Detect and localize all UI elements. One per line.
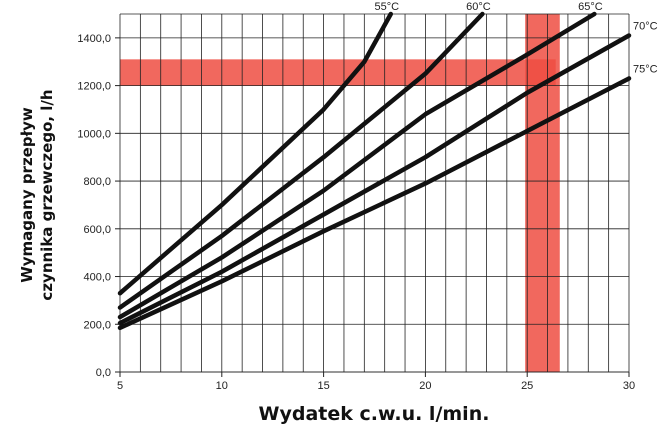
series-label-75: 75°C [633, 63, 658, 75]
y-axis-title: Wymagany przepływ czynnika grzewczego, l… [18, 89, 56, 300]
y-axis-title-line1: Wymagany przepływ [18, 107, 36, 283]
y-tick-label: 0,0 [96, 367, 111, 379]
highlight-band-horizontal [120, 59, 556, 86]
y-tick-label: 600,0 [83, 224, 111, 236]
x-tick-label: 5 [117, 380, 123, 392]
series-line-70 [117, 33, 632, 326]
series-label-60: 60°C [466, 1, 491, 13]
y-tick-labels: 0,0 200,0 400,0 600,0 800,0 1000,0 1200,0 1400,… [77, 33, 120, 379]
x-tick-label: 30 [623, 380, 635, 392]
series-label-70: 70°C [633, 20, 658, 32]
x-tick-labels: 5 10 15 20 25 30 [117, 372, 635, 392]
y-tick-label: 200,0 [83, 319, 111, 331]
y-tick-label: 1200,0 [77, 81, 111, 93]
x-tick-label: 25 [521, 380, 533, 392]
highlight-layer [120, 14, 560, 372]
x-tick-label: 20 [419, 380, 431, 392]
series-line-75 [117, 76, 632, 331]
y-axis-title-line2: czynnika grzewczego, l/h [38, 89, 56, 300]
series-line-65 [117, 11, 597, 320]
series-label-65: 65°C [578, 1, 603, 13]
y-tick-label: 800,0 [83, 176, 111, 188]
series-label-55: 55°C [374, 1, 399, 13]
series-line-60 [117, 11, 485, 310]
x-tick-label: 15 [317, 380, 329, 392]
series-layer [117, 11, 632, 331]
y-tick-label: 1400,0 [77, 33, 111, 45]
x-axis-title: Wydatek c.w.u. l/min. [259, 403, 490, 425]
highlight-band-vertical [525, 14, 560, 372]
x-tick-label: 10 [216, 380, 228, 392]
series-labels: 55°C 60°C 65°C 70°C 75°C [374, 1, 657, 75]
y-tick-label: 1000,0 [77, 128, 111, 140]
series-line-55 [117, 11, 394, 296]
y-tick-label: 400,0 [83, 272, 111, 284]
